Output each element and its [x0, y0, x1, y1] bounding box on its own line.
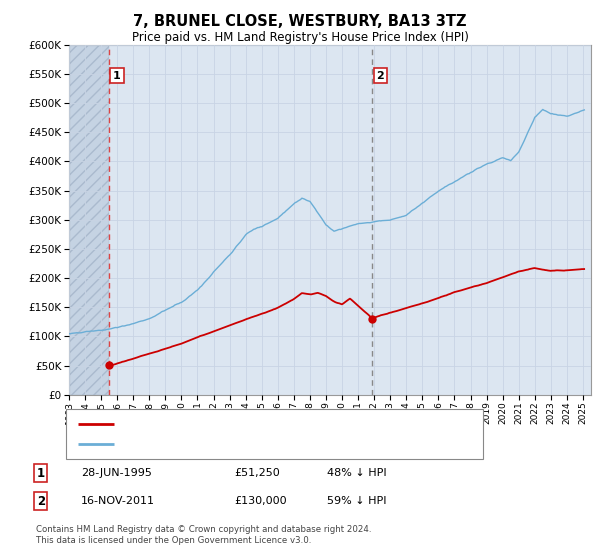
Text: HPI: Average price, detached house, Wiltshire: HPI: Average price, detached house, Wilt…	[123, 439, 362, 449]
Text: 1: 1	[113, 71, 121, 81]
Text: 48% ↓ HPI: 48% ↓ HPI	[327, 468, 386, 478]
Bar	[69, 45, 109, 395]
Text: 1: 1	[37, 466, 45, 480]
Text: 28-JUN-1995: 28-JUN-1995	[81, 468, 152, 478]
Text: Contains HM Land Registry data © Crown copyright and database right 2024.
This d: Contains HM Land Registry data © Crown c…	[36, 525, 371, 545]
Text: 59% ↓ HPI: 59% ↓ HPI	[327, 496, 386, 506]
Text: Price paid vs. HM Land Registry's House Price Index (HPI): Price paid vs. HM Land Registry's House …	[131, 31, 469, 44]
Text: 7, BRUNEL CLOSE, WESTBURY, BA13 3TZ: 7, BRUNEL CLOSE, WESTBURY, BA13 3TZ	[133, 14, 467, 29]
Text: £51,250: £51,250	[234, 468, 280, 478]
Text: 2: 2	[37, 494, 45, 508]
Text: 16-NOV-2011: 16-NOV-2011	[81, 496, 155, 506]
Text: £130,000: £130,000	[234, 496, 287, 506]
Bar	[69, 45, 109, 395]
Text: 2: 2	[376, 71, 384, 81]
Text: 7, BRUNEL CLOSE, WESTBURY, BA13 3TZ (detached house): 7, BRUNEL CLOSE, WESTBURY, BA13 3TZ (det…	[123, 419, 431, 429]
